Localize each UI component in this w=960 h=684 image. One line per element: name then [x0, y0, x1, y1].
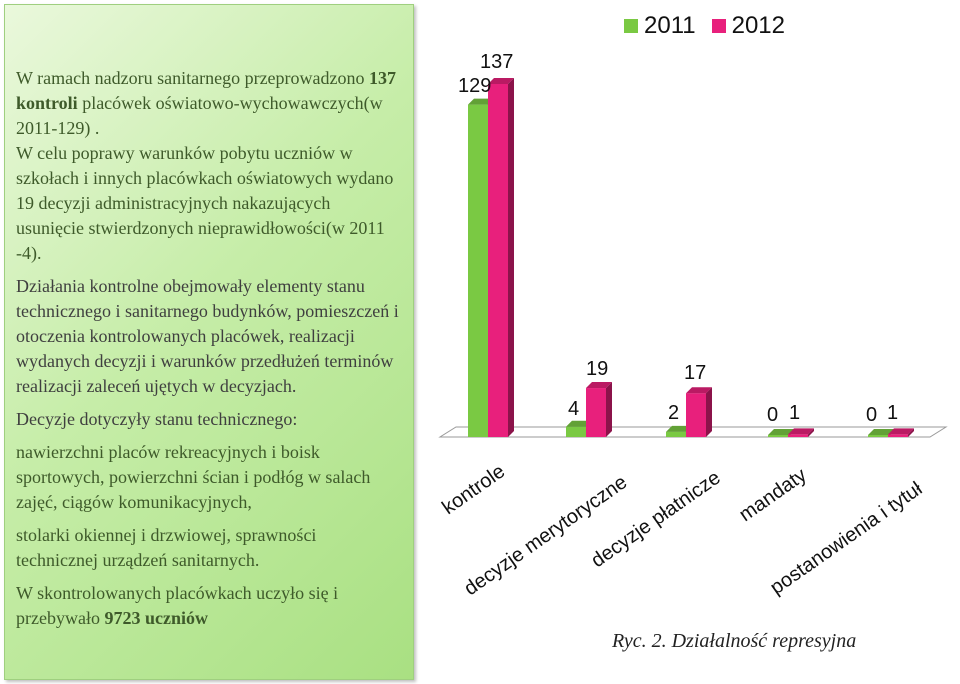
data-label-2012-1: 19 [586, 358, 608, 380]
bar-top-2012-4 [888, 428, 914, 435]
text-run: Decyzje dotyczyły stanu technicznego: [16, 409, 298, 429]
text-run: W ramach nadzoru sanitarnego przeprowadz… [16, 68, 370, 88]
data-label-2012-3: 1 [789, 402, 800, 424]
text-run: W skontrolowanych placówkach uczyło się … [16, 583, 339, 628]
bar-2011-0 [468, 104, 488, 438]
text-run: stolarki okiennej i drzwiowej, sprawnośc… [16, 525, 317, 570]
legend-item-2011: 2011 [624, 12, 696, 40]
legend-item-2012: 2012 [711, 12, 785, 40]
text-run: W celu poprawy warunków pobytu uczniów w… [16, 143, 394, 263]
bar-2012-2 [686, 393, 706, 437]
legend-label-2011: 2011 [644, 12, 696, 39]
text-block: W ramach nadzoru sanitarnego przeprowadz… [16, 66, 400, 631]
bar-side-2012-1 [606, 382, 612, 437]
bar-2011-1 [566, 426, 586, 437]
bar-2012-0 [488, 84, 508, 437]
bar-side-2012-0 [508, 78, 514, 437]
data-label-2012-2: 17 [684, 362, 706, 384]
data-label-2012-4: 1 [887, 402, 898, 424]
bar-top-2012-3 [788, 428, 814, 435]
paragraph-gap [16, 515, 400, 523]
data-label-2011-0: 129 [458, 75, 491, 97]
legend-swatch-2011 [624, 19, 638, 33]
data-label-2012-0: 137 [480, 51, 513, 73]
bar-top-2012-1 [586, 382, 612, 389]
chart-caption: Ryc. 2. Działalność represyjna [612, 630, 857, 652]
data-label-2011-2: 2 [668, 402, 679, 424]
bar-top-2011-4 [868, 429, 894, 435]
bar-top-2011-1 [566, 420, 592, 427]
chart-legend: 2011 2012 [624, 12, 801, 40]
text-run: placówek oświatowo-wychowawczych(w 2011-… [16, 93, 383, 138]
text-run: Działania kontrolne obejmowały elementy … [16, 276, 399, 396]
data-label-2011-1: 4 [568, 398, 579, 420]
bar-2011-3 [768, 435, 788, 437]
data-label-2011-4: 0 [866, 404, 877, 426]
bar-top-2012-0 [488, 78, 514, 84]
paragraph-7: W skontrolowanych placówkach uczyło się … [16, 581, 400, 631]
paragraph-2: W celu poprawy warunków pobytu uczniów w… [16, 141, 400, 266]
paragraph-6: stolarki okiennej i drzwiowej, sprawnośc… [16, 523, 400, 573]
paragraph-gap [16, 266, 400, 274]
bar-side-2012-4 [908, 428, 914, 437]
paragraph-5: nawierzchni placów rekreacyjnych i boisk… [16, 440, 400, 515]
paragraph-3: Działania kontrolne obejmowały elementy … [16, 274, 400, 399]
paragraph-gap [16, 399, 400, 407]
paragraph-gap [16, 573, 400, 581]
paragraph-1: W ramach nadzoru sanitarnego przeprowadz… [16, 66, 400, 141]
text-run: nawierzchni placów rekreacyjnych i boisk… [16, 442, 371, 512]
bar-2012-3 [788, 434, 808, 437]
text-run: 137 kontroli [16, 68, 397, 113]
bar-2012-4 [888, 434, 908, 437]
paragraph-gap [16, 432, 400, 440]
data-label-2011-3: 0 [767, 404, 778, 426]
text-run: 9723 uczniów [104, 608, 208, 628]
bar-side-2012-3 [808, 428, 814, 437]
category-label-3: mandaty [735, 464, 810, 526]
category-label-0: kontrole [438, 460, 509, 519]
bar-2011-2 [666, 431, 686, 437]
text-panel [4, 4, 414, 680]
legend-label-2012: 2012 [731, 12, 785, 39]
bar-2012-1 [586, 388, 606, 437]
bar-top-2011-2 [666, 425, 692, 432]
legend-swatch-2012 [711, 19, 726, 33]
bar-2011-4 [868, 435, 888, 437]
bar-side-2012-2 [706, 387, 712, 437]
bar-top-2012-2 [686, 387, 712, 394]
bar-top-2011-0 [468, 98, 494, 105]
paragraph-4: Decyzje dotyczyły stanu technicznego: [16, 407, 400, 432]
bar-top-2011-3 [768, 429, 794, 435]
